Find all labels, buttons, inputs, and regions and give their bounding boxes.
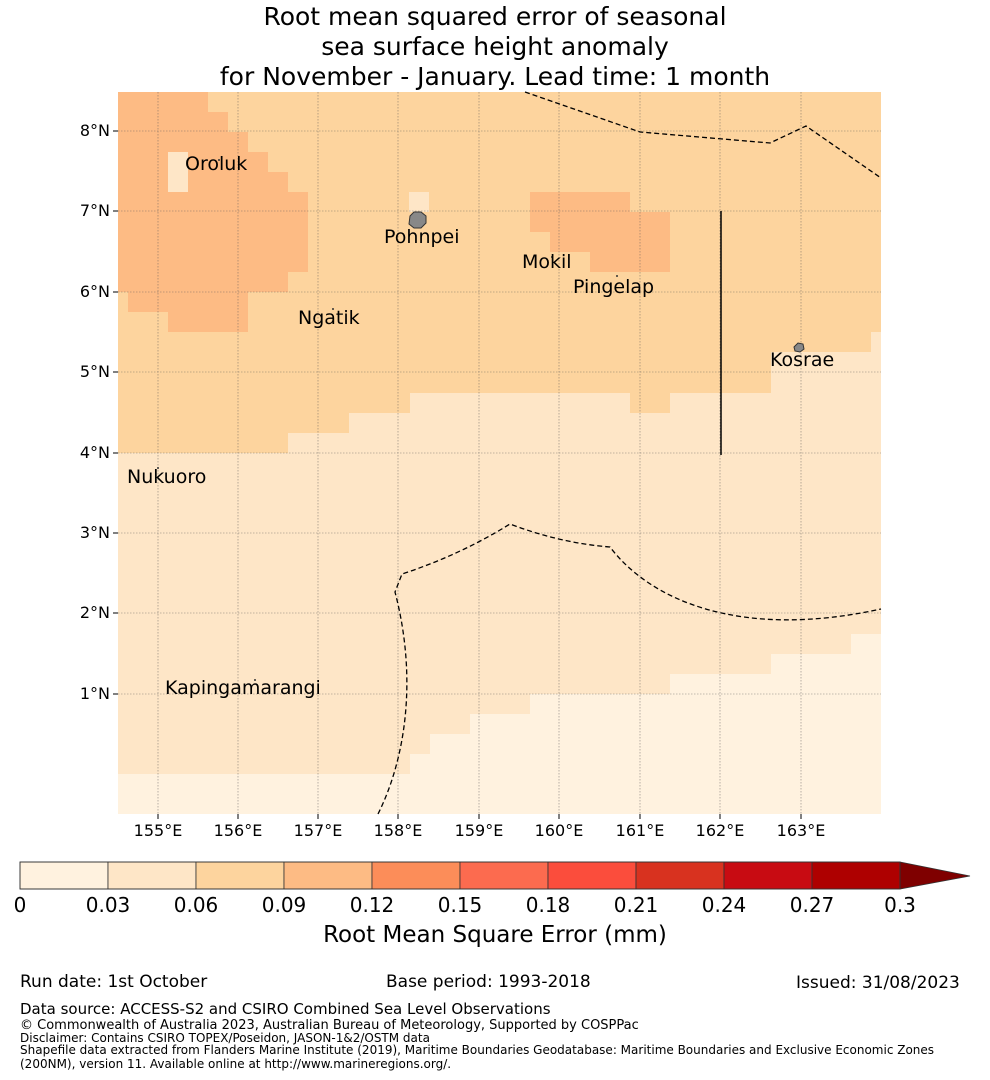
lat-label-5n: 5°N bbox=[79, 362, 110, 381]
colorbar-tick-4: 0.12 bbox=[349, 893, 395, 917]
data-source: Data source: ACCESS-S2 and CSIRO Combine… bbox=[20, 1000, 551, 1018]
run-date: Run date: 1st October bbox=[20, 972, 208, 992]
place-mokil: Mokil bbox=[522, 251, 572, 273]
colorbar-tick-8: 0.24 bbox=[701, 893, 747, 917]
colorbar-box-9 bbox=[811, 861, 901, 890]
copyright: © Commonwealth of Australia 2023, Austra… bbox=[20, 1018, 639, 1033]
colorbar-box-3 bbox=[283, 861, 373, 890]
lon-label-159e: 159°E bbox=[454, 821, 504, 840]
colorbar-extend-arrow bbox=[899, 861, 971, 890]
shapefile-note-1: Shapefile data extracted from Flanders M… bbox=[20, 1043, 935, 1057]
lat-label-7n: 7°N bbox=[79, 201, 110, 220]
title-line-2: sea surface height anomaly bbox=[321, 32, 669, 61]
colorbar-box-4 bbox=[371, 861, 461, 890]
lon-label-157e: 157°E bbox=[293, 821, 343, 840]
rmse-map bbox=[113, 91, 882, 819]
tick-marks bbox=[113, 130, 802, 819]
issued-date: Issued: 31/08/2023 bbox=[796, 973, 960, 993]
title-line-3: for November - January. Lead time: 1 mon… bbox=[219, 62, 771, 91]
lon-label-163e: 163°E bbox=[776, 821, 826, 840]
field-cell-oroluk bbox=[168, 152, 188, 192]
shapefile-note-2: (200NM), version 11. Available online at… bbox=[20, 1057, 452, 1071]
lat-label-1n: 1°N bbox=[79, 684, 110, 703]
colorbar-box-7 bbox=[635, 861, 725, 890]
place-pingelap: Pingelap bbox=[573, 276, 655, 298]
place-kosrae: Kosrae bbox=[770, 349, 835, 371]
place-pohnpei: Pohnpei bbox=[384, 226, 460, 248]
colorbar-tick-9: 0.27 bbox=[789, 893, 835, 917]
lat-label-6n: 6°N bbox=[79, 282, 110, 301]
island-kosrae bbox=[793, 342, 805, 353]
lat-label-3n: 3°N bbox=[79, 523, 110, 542]
colorbar-tick-10: 0.3 bbox=[884, 893, 916, 917]
lon-label-160e: 160°E bbox=[534, 821, 584, 840]
colorbar-box-6 bbox=[547, 861, 637, 890]
lon-label-158e: 158°E bbox=[373, 821, 423, 840]
colorbar-tick-6: 0.18 bbox=[525, 893, 571, 917]
island-pohnpei bbox=[408, 211, 427, 229]
colorbar-tick-2: 0.06 bbox=[173, 893, 219, 917]
disclaimer: Disclaimer: Contains CSIRO TOPEX/Poseido… bbox=[20, 1031, 430, 1045]
colorbar-box-8 bbox=[723, 861, 813, 890]
colorbar-tick-5: 0.15 bbox=[437, 893, 483, 917]
chart-title: Root mean squared error of seasonal sea … bbox=[0, 2, 990, 92]
lat-label-8n: 8°N bbox=[79, 121, 110, 140]
colorbar-tick-7: 0.21 bbox=[613, 893, 659, 917]
lon-label-156e: 156°E bbox=[213, 821, 263, 840]
colorbar-box-2 bbox=[195, 861, 285, 890]
colorbar-box-0 bbox=[19, 861, 109, 890]
lat-label-2n: 2°N bbox=[79, 603, 110, 622]
field-band-006-009 bbox=[118, 92, 881, 453]
field-patch-west bbox=[118, 92, 308, 332]
colorbar-tick-0: 0 bbox=[13, 893, 27, 917]
title-line-1: Root mean squared error of seasonal bbox=[263, 2, 727, 31]
lon-label-161e: 161°E bbox=[615, 821, 665, 840]
place-ngatik: Ngatik bbox=[298, 307, 360, 329]
eez-boundaries bbox=[377, 91, 882, 815]
field-cell-pohnpei bbox=[409, 192, 429, 212]
place-oroluk: Oroluk bbox=[185, 153, 248, 175]
colorbar bbox=[19, 861, 971, 890]
lon-label-162e: 162°E bbox=[695, 821, 745, 840]
colorbar-box-5 bbox=[459, 861, 549, 890]
field-patch-mokil bbox=[530, 192, 670, 272]
lon-label-155e: 155°E bbox=[133, 821, 183, 840]
place-nukuoro: Nukuoro bbox=[127, 466, 207, 488]
colorbar-frame bbox=[19, 861, 901, 890]
base-period: Base period: 1993-2018 bbox=[386, 972, 591, 992]
colorbar-box-1 bbox=[107, 861, 197, 890]
place-kapingamarangi: Kapingamarangi bbox=[165, 677, 321, 699]
gridlines bbox=[118, 92, 881, 814]
colorbar-tick-1: 0.03 bbox=[85, 893, 131, 917]
atoll-dots bbox=[157, 159, 618, 681]
colorbar-title: Root Mean Square Error (mm) bbox=[323, 922, 667, 948]
colorbar-tick-3: 0.09 bbox=[261, 893, 307, 917]
lat-label-4n: 4°N bbox=[79, 443, 110, 462]
